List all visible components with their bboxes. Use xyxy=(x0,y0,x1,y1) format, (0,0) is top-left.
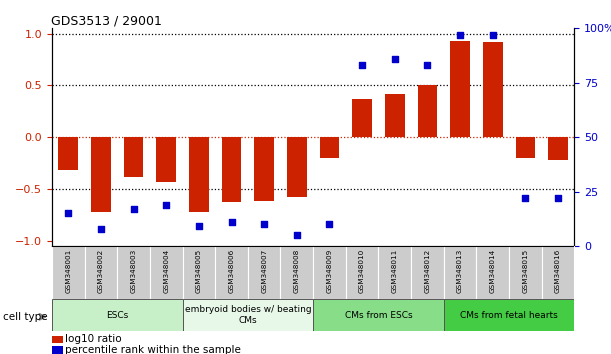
Bar xyxy=(215,246,248,299)
Text: CMs from fetal hearts: CMs from fetal hearts xyxy=(460,310,558,320)
Text: GSM348001: GSM348001 xyxy=(65,249,71,293)
Bar xyxy=(52,246,84,299)
Text: GSM348008: GSM348008 xyxy=(294,249,300,293)
Point xyxy=(423,63,433,68)
Bar xyxy=(444,246,477,299)
Bar xyxy=(411,246,444,299)
Point xyxy=(553,195,563,201)
Point xyxy=(227,219,236,225)
Bar xyxy=(254,137,274,201)
Text: ESCs: ESCs xyxy=(106,310,128,320)
Bar xyxy=(346,246,378,299)
Text: GSM348015: GSM348015 xyxy=(522,249,529,293)
Bar xyxy=(444,299,574,331)
Point xyxy=(96,226,106,232)
Text: GSM348007: GSM348007 xyxy=(261,249,267,293)
Bar xyxy=(509,246,542,299)
Bar xyxy=(91,137,111,212)
Bar xyxy=(353,99,372,137)
Text: GSM348002: GSM348002 xyxy=(98,249,104,293)
Bar xyxy=(542,246,574,299)
Point xyxy=(129,206,139,212)
Text: GSM348004: GSM348004 xyxy=(163,249,169,293)
Bar xyxy=(313,299,444,331)
Text: GDS3513 / 29001: GDS3513 / 29001 xyxy=(51,14,163,27)
Point xyxy=(324,222,334,227)
Point xyxy=(357,63,367,68)
Bar xyxy=(287,137,307,197)
Bar xyxy=(52,299,183,331)
Bar xyxy=(516,137,535,158)
Bar xyxy=(124,137,144,177)
Text: GSM348010: GSM348010 xyxy=(359,249,365,293)
Bar xyxy=(280,246,313,299)
Bar xyxy=(183,246,215,299)
Bar xyxy=(84,246,117,299)
Point xyxy=(161,202,171,207)
Bar xyxy=(450,41,470,137)
Bar xyxy=(548,137,568,160)
Point xyxy=(455,32,465,38)
Point xyxy=(259,222,269,227)
Text: embryoid bodies w/ beating
CMs: embryoid bodies w/ beating CMs xyxy=(185,306,311,325)
Bar xyxy=(117,246,150,299)
Bar xyxy=(313,246,346,299)
Point xyxy=(521,195,530,201)
Bar xyxy=(222,137,241,202)
Bar xyxy=(378,246,411,299)
Bar xyxy=(477,246,509,299)
Text: GSM348012: GSM348012 xyxy=(425,249,430,293)
Bar xyxy=(183,299,313,331)
Text: GSM348009: GSM348009 xyxy=(326,249,332,293)
Text: percentile rank within the sample: percentile rank within the sample xyxy=(65,345,241,354)
Point xyxy=(292,232,302,238)
Text: cell type: cell type xyxy=(3,312,48,322)
Point xyxy=(390,56,400,62)
Text: log10 ratio: log10 ratio xyxy=(65,335,122,344)
Text: CMs from ESCs: CMs from ESCs xyxy=(345,310,412,320)
Point xyxy=(488,32,497,38)
Bar xyxy=(156,137,176,182)
Bar xyxy=(483,42,502,137)
Bar xyxy=(417,85,437,137)
Text: GSM348013: GSM348013 xyxy=(457,249,463,293)
Text: GSM348011: GSM348011 xyxy=(392,249,398,293)
Text: GSM348005: GSM348005 xyxy=(196,249,202,293)
Text: GSM348014: GSM348014 xyxy=(489,249,496,293)
Bar xyxy=(150,246,183,299)
Bar xyxy=(385,94,404,137)
Point xyxy=(64,211,73,216)
Bar xyxy=(320,137,339,158)
Text: GSM348006: GSM348006 xyxy=(229,249,235,293)
Bar xyxy=(189,137,208,212)
Text: GSM348003: GSM348003 xyxy=(131,249,137,293)
Bar xyxy=(248,246,280,299)
Bar xyxy=(59,137,78,170)
Point xyxy=(194,224,203,229)
Text: GSM348016: GSM348016 xyxy=(555,249,561,293)
